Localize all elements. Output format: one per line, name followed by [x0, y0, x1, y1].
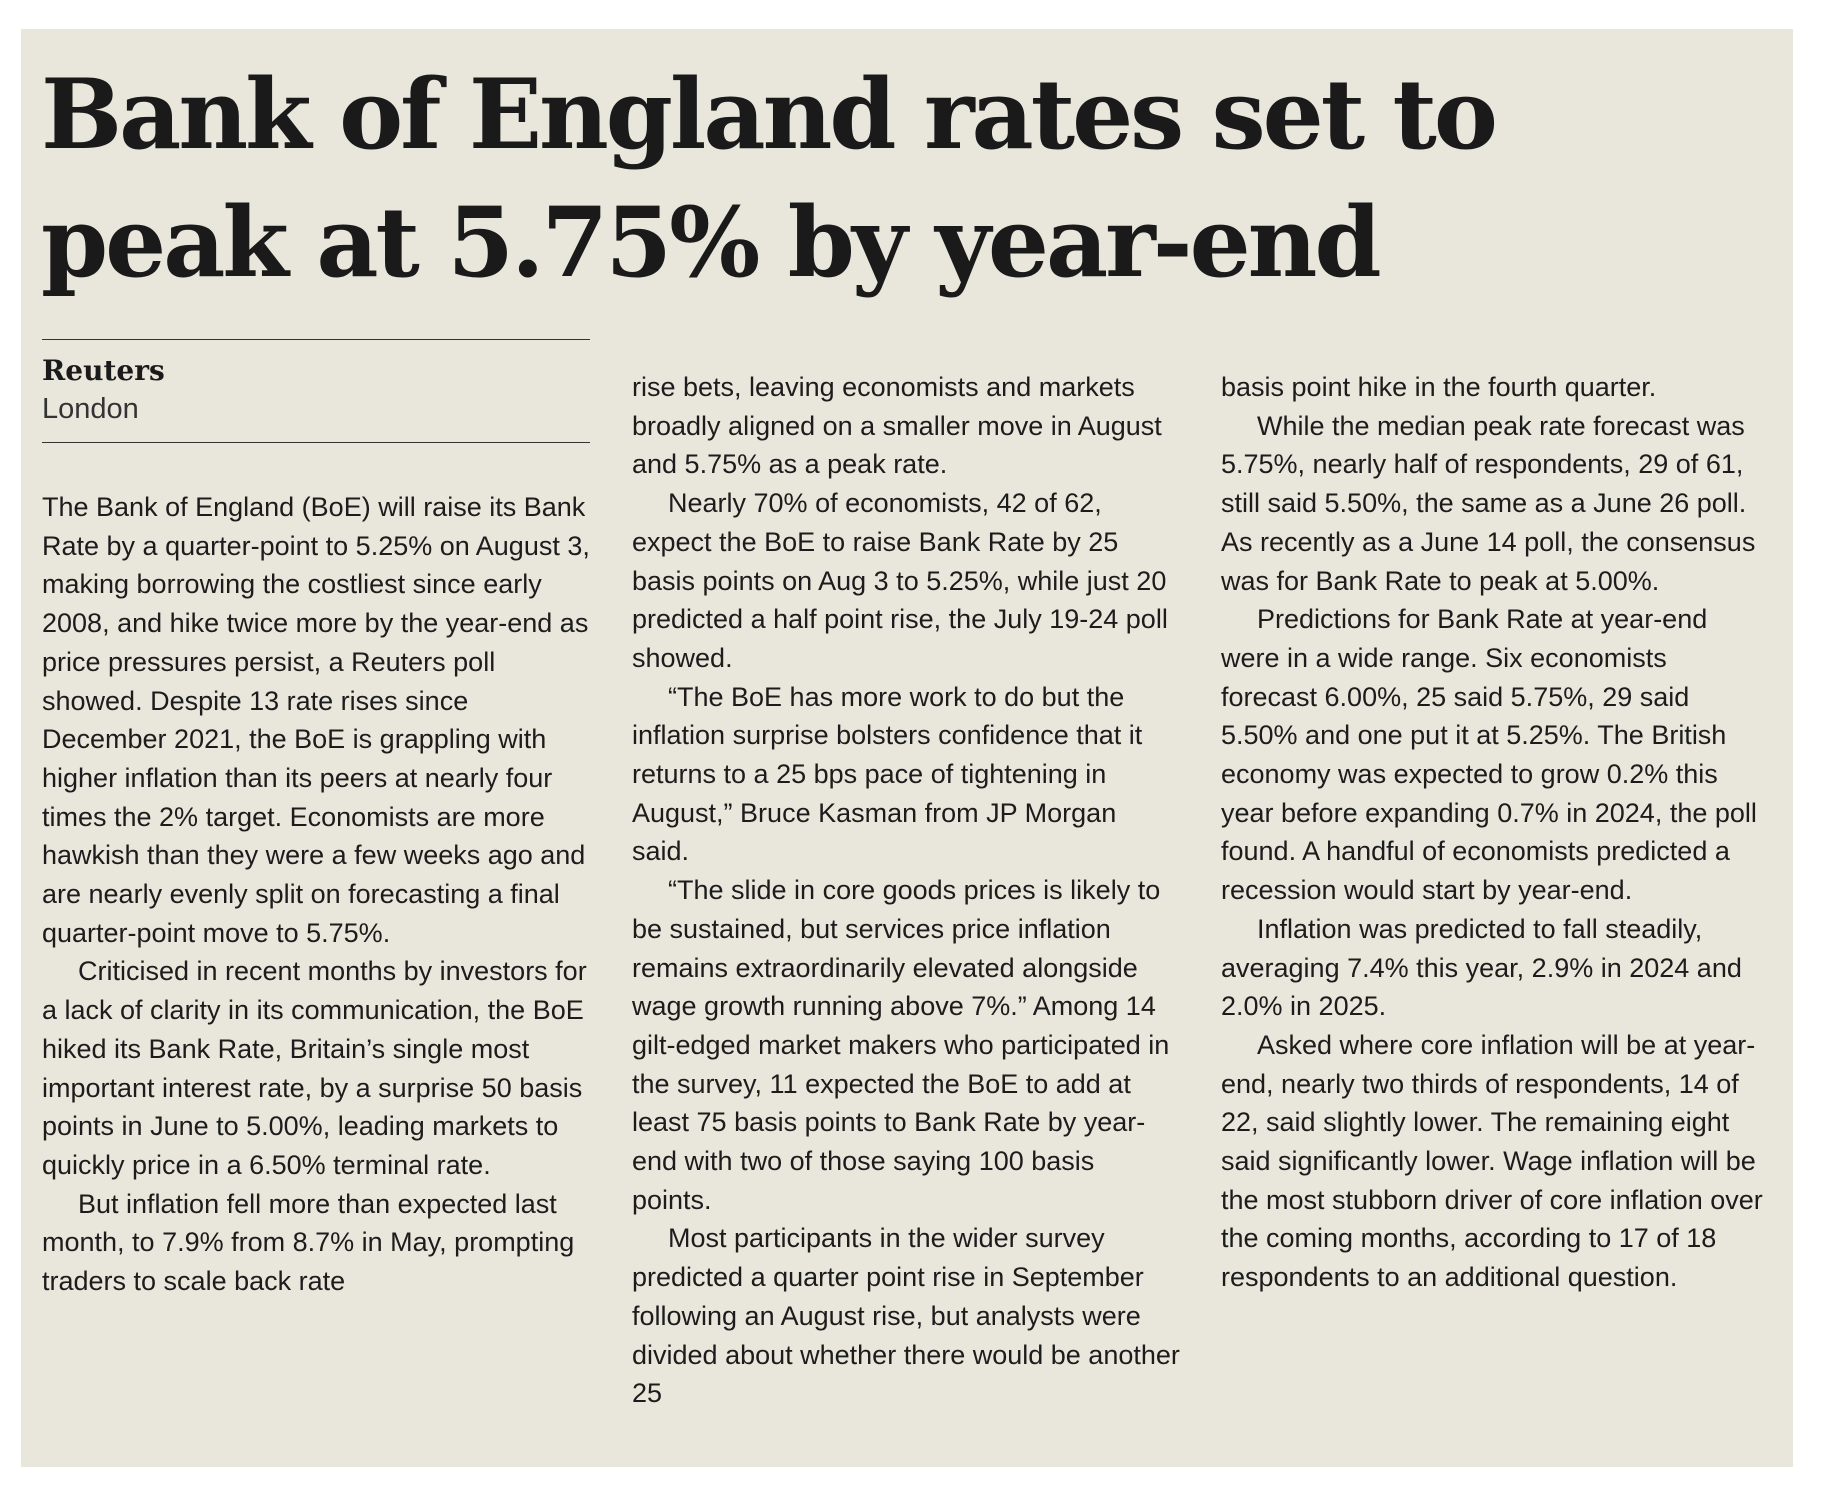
- paragraph: Nearly 70% of economists, 42 of 62, expe…: [632, 488, 1168, 673]
- paragraph: basis point hike in the fourth quarter.: [1221, 372, 1657, 402]
- paragraph: Inflation was predicted to fall steadily…: [1221, 913, 1742, 1022]
- article-column-3: basis point hike in the fourth quarter. …: [1221, 368, 1769, 1297]
- byline: Reuters London: [42, 339, 590, 443]
- headline: Bank of England rates set to peak at 5.7…: [41, 51, 1781, 307]
- paragraph: rise bets, leaving economists and market…: [632, 372, 1162, 480]
- paragraph: Criticised in recent months by investors…: [42, 956, 587, 1180]
- paragraph: The Bank of England (BoE) will raise its…: [42, 492, 590, 948]
- headline-line-1: Bank of England rates set to: [41, 58, 1498, 171]
- article-column-2: rise bets, leaving economists and market…: [632, 368, 1180, 1413]
- article-column-1: Reuters London The Bank of England (BoE)…: [42, 339, 590, 1301]
- paragraph: But inflation fell more than expected la…: [42, 1188, 575, 1297]
- news-clipping: Bank of England rates set to peak at 5.7…: [21, 29, 1793, 1467]
- byline-city: London: [42, 393, 139, 425]
- paragraph: Asked where core inflation will be at ye…: [1221, 1029, 1763, 1293]
- paragraph: Predictions for Bank Rate at year-end we…: [1221, 604, 1757, 906]
- byline-agency: Reuters: [42, 354, 165, 387]
- headline-line-2: peak at 5.75% by year-end: [41, 186, 1382, 299]
- paragraph: “The slide in core goods prices is likel…: [632, 875, 1170, 1215]
- paragraph: While the median peak rate forecast was …: [1221, 410, 1756, 596]
- paragraph: “The BoE has more work to do but the inf…: [632, 681, 1143, 867]
- paragraph: Most participants in the wider survey pr…: [632, 1223, 1180, 1409]
